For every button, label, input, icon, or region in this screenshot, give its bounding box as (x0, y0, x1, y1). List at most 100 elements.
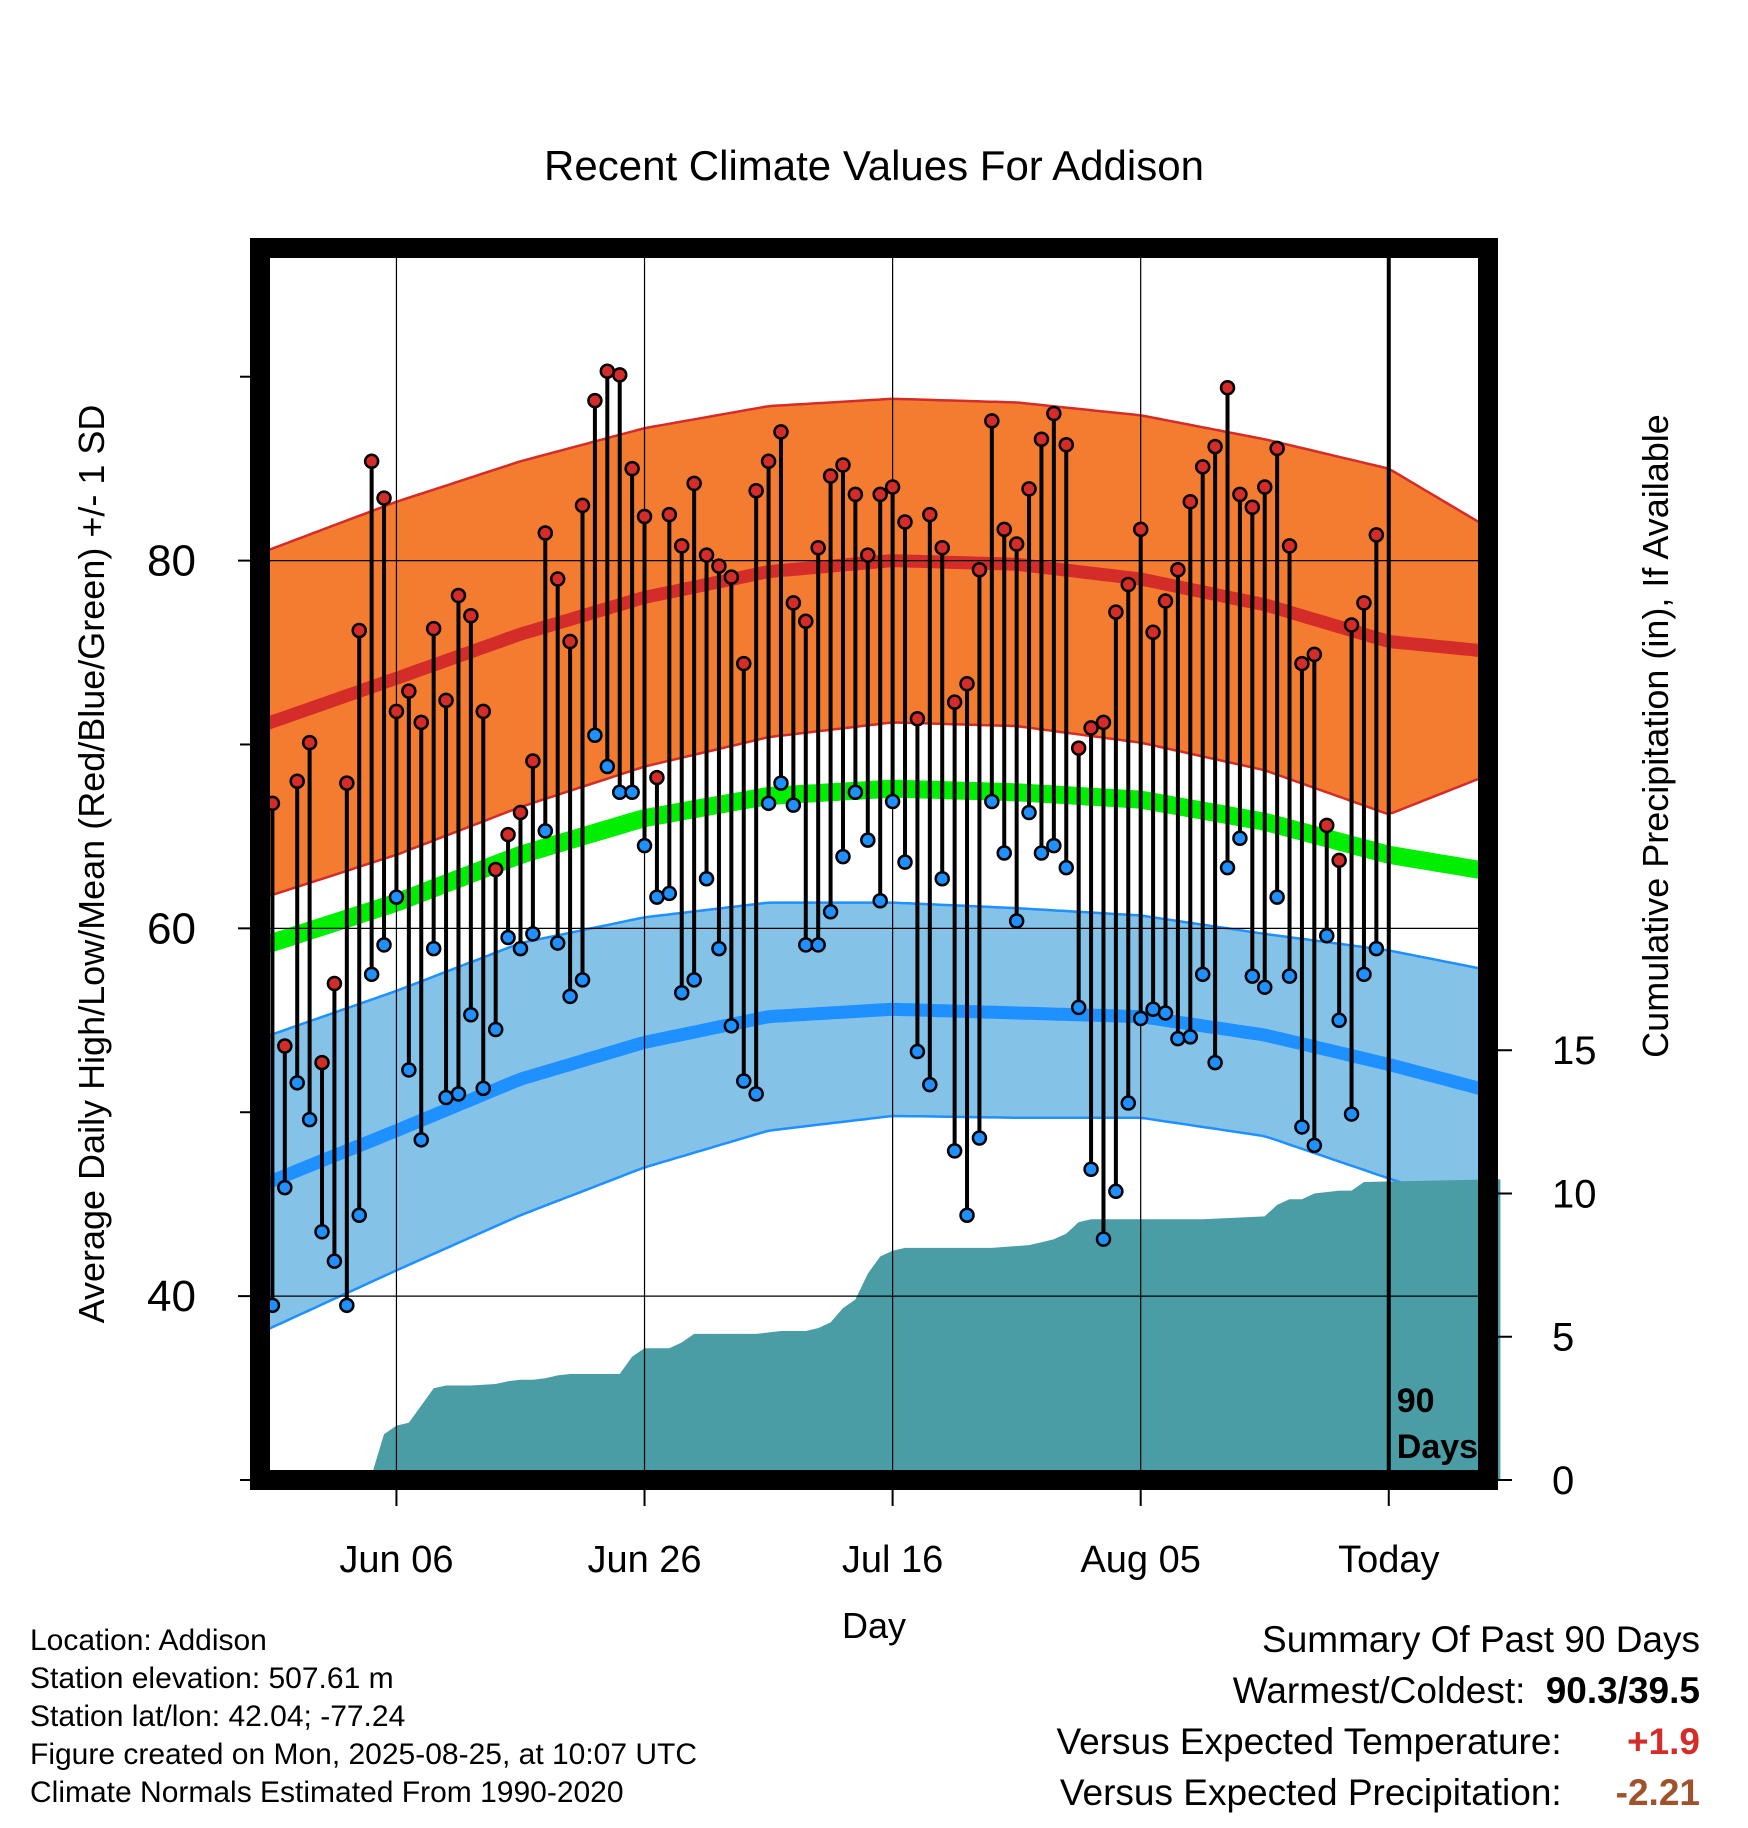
temp-anomaly-label: Versus Expected Temperature: (1056, 1721, 1562, 1762)
low-temp-point (860, 832, 876, 848)
high-temp-point (475, 703, 492, 720)
low-temp-point (463, 1007, 479, 1023)
high-temp-point (413, 714, 430, 731)
low-temp-point (1256, 979, 1273, 995)
high-temp-point (636, 508, 653, 525)
high-temp-point (711, 558, 727, 574)
high-normal-line (261, 554, 1487, 731)
plot-frame (250, 238, 1498, 1490)
high-temp-point (1294, 655, 1310, 672)
low-temp-point (959, 1207, 975, 1223)
high-temp-point (1281, 538, 1298, 554)
high-temp-point (624, 460, 640, 477)
low-temp-point (934, 870, 950, 887)
plot-area: 90 Days (250, 238, 1501, 1490)
high-temp-point (326, 975, 343, 992)
high-temp-point (909, 710, 926, 727)
today-days-label: 90 (1397, 1382, 1435, 1420)
precip-anomaly-label: Versus Expected Precipitation: (1059, 1772, 1562, 1813)
y2-tick-label: 10 (1552, 1172, 1597, 1216)
low-temp-point (822, 904, 839, 920)
high-temp-point (537, 525, 554, 541)
low-temp-point (1157, 1005, 1174, 1021)
high-temp-point (525, 753, 541, 769)
x-tick-label: Today (1338, 1539, 1439, 1581)
low-temp-point (872, 893, 888, 909)
low-temp-point (723, 1018, 740, 1034)
low-temp-point (698, 870, 715, 887)
low-temp-point (413, 1132, 430, 1148)
high-temp-point (599, 363, 616, 379)
high-temp-point (401, 683, 417, 699)
low-temp-point (1021, 804, 1037, 821)
low-temp-point (1058, 859, 1075, 876)
high-temp-point (1269, 440, 1285, 457)
low-temp-point (1046, 837, 1062, 854)
high-temp-point (1318, 817, 1335, 834)
low-temp-point (599, 758, 616, 775)
precip-layer (260, 1179, 1501, 1480)
summary-heading: Summary Of Past 90 Days (1262, 1619, 1700, 1660)
low-temp-point (351, 1207, 367, 1223)
low-temp-point (1306, 1137, 1323, 1154)
normals-line: Climate Normals Estimated From 1990-2020 (30, 1776, 624, 1809)
low-temp-point (773, 775, 789, 791)
high-temp-point (673, 538, 690, 554)
low-temp-point (884, 793, 901, 810)
high-temp-point (785, 595, 802, 611)
low-temp-point (736, 1073, 752, 1089)
low-temp-point (1343, 1106, 1360, 1122)
high-temp-point (450, 587, 467, 604)
high-temp-point (611, 367, 628, 383)
low-temp-point (810, 937, 826, 953)
low-temp-point (1033, 845, 1050, 861)
low-temp-point (1083, 1161, 1099, 1177)
station-info: Location: Addison Station elevation: 507… (30, 1622, 697, 1812)
low-temp-point (1108, 1183, 1124, 1200)
low-temp-point (289, 1075, 305, 1091)
high-temp-point (959, 676, 975, 692)
low-temp-point (748, 1086, 764, 1102)
high-temp-point (946, 694, 963, 710)
low-temp-point (562, 988, 578, 1005)
high-temp-point (723, 569, 740, 585)
high-temp-point (1244, 499, 1261, 516)
high-temp-point (376, 490, 392, 506)
low-temp-point (1170, 1030, 1186, 1047)
y-tick-label: 80 (147, 537, 196, 586)
low-temp-point (686, 972, 702, 988)
low-temp-point (487, 1021, 504, 1038)
high-temp-point (1120, 576, 1137, 593)
high-temp-point (847, 486, 864, 503)
warmest-coldest-row: Warmest/Coldest: 90.3/39.5 (1056, 1665, 1700, 1716)
low-temp-point (1132, 1010, 1149, 1027)
high-temp-point (835, 457, 851, 473)
low-temp-point (537, 823, 554, 839)
low-temp-point (277, 1179, 293, 1196)
high-temp-point (649, 769, 665, 786)
high-temp-point (512, 804, 529, 821)
high-temp-point (1058, 437, 1075, 453)
high-temp-point (934, 539, 950, 556)
summary-panel: Summary Of Past 90 Days Warmest/Coldest:… (1056, 1614, 1700, 1818)
high-temp-point (798, 613, 814, 630)
low-temp-point (1269, 889, 1285, 905)
high-temp-point (339, 775, 355, 791)
low-temp-point (401, 1062, 417, 1078)
precip-area (260, 1179, 1501, 1480)
high-temp-point (487, 861, 504, 878)
y2-tick-label: 0 (1552, 1459, 1574, 1503)
high-temp-point (574, 497, 591, 514)
y-axis-label: Average Daily High/Low/Mean (Red/Blue/Gr… (71, 405, 112, 1324)
high-temp-point (773, 424, 789, 440)
low-temp-point (1120, 1095, 1137, 1111)
high-temp-point (984, 413, 1000, 429)
high-temp-point (971, 562, 988, 578)
x-tick-label: Jun 26 (587, 1539, 701, 1581)
high-temp-point (289, 773, 305, 790)
high-temp-point (1207, 438, 1223, 455)
low-temp-point (587, 727, 603, 744)
high-temp-point (810, 539, 826, 556)
low-temp-point (661, 885, 678, 902)
low-temp-point (1294, 1119, 1310, 1135)
